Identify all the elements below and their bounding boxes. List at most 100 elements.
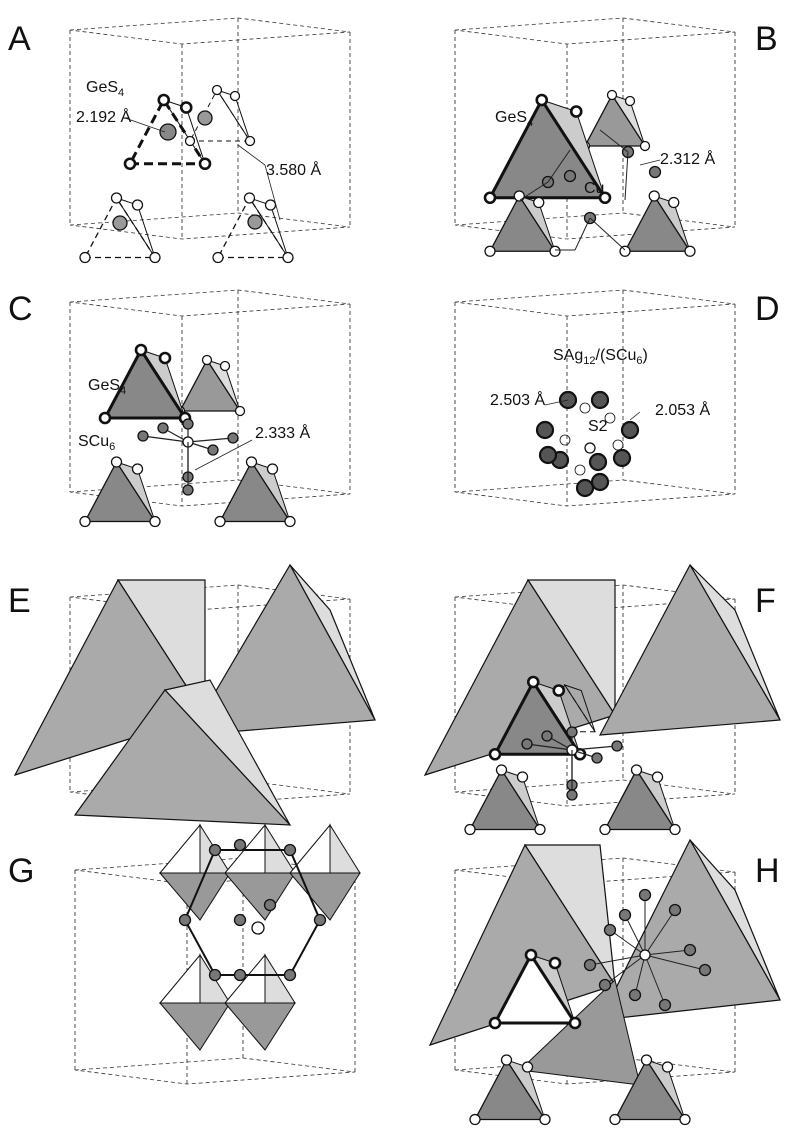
atom <box>502 1055 512 1065</box>
bond <box>195 440 252 470</box>
label: 2.053 Å <box>655 400 710 419</box>
atom <box>620 910 631 921</box>
panel-letter: H <box>755 852 780 890</box>
atom <box>630 990 641 1001</box>
label: SAg12/(SCu6) <box>553 347 648 367</box>
atom <box>537 422 553 438</box>
bond <box>238 145 265 165</box>
cell-edge <box>455 18 735 44</box>
atom <box>198 111 212 125</box>
label: GeS4 <box>88 377 126 397</box>
atom <box>213 86 222 95</box>
atom <box>159 95 169 105</box>
atom <box>150 517 160 527</box>
figure: A B C D E F G H GeS4 2.192 Å 3.580 Å GeS… <box>0 0 787 1138</box>
panel-letter: D <box>755 290 780 328</box>
atom <box>138 431 148 441</box>
atom <box>285 517 295 527</box>
bond <box>188 438 233 442</box>
atom <box>265 900 276 911</box>
atom <box>125 159 135 169</box>
atom <box>133 464 143 474</box>
bond <box>590 218 625 250</box>
label-text: SAg <box>553 347 583 364</box>
atom <box>605 925 616 936</box>
atom <box>610 1115 620 1125</box>
atom <box>100 413 110 423</box>
label: 2.503 Å <box>490 390 545 409</box>
atom <box>522 739 532 749</box>
atom <box>575 465 585 475</box>
atom <box>641 142 650 151</box>
atom <box>246 137 255 146</box>
atom <box>592 392 608 408</box>
label: S2 <box>588 418 608 435</box>
structure-drawings <box>15 18 780 1125</box>
atom <box>580 403 590 413</box>
atom <box>490 749 500 759</box>
cell-edge <box>70 290 350 316</box>
atom <box>228 433 238 443</box>
atom <box>210 845 221 856</box>
atom <box>670 825 680 835</box>
bond <box>575 218 590 250</box>
atom <box>649 191 659 201</box>
atom <box>660 1000 671 1011</box>
atom <box>640 950 650 960</box>
label-text: GeS <box>495 109 527 126</box>
atom <box>514 191 524 201</box>
label-sub: 4 <box>527 117 533 129</box>
bond <box>630 412 640 420</box>
label-text: GeS <box>86 79 118 96</box>
atom <box>565 171 576 182</box>
label: 2.192 Å <box>76 107 131 126</box>
atom <box>200 159 210 169</box>
atom <box>210 970 221 981</box>
atom <box>113 216 127 230</box>
cell-edge <box>455 290 735 316</box>
atom <box>136 345 146 355</box>
atom <box>235 915 246 926</box>
bond <box>640 160 660 165</box>
atom <box>567 727 577 737</box>
atom <box>285 845 296 856</box>
atom <box>592 474 608 490</box>
atom <box>160 124 176 140</box>
label-sub: 4 <box>120 385 126 397</box>
bond <box>625 152 628 200</box>
atom <box>614 450 630 466</box>
atom <box>592 753 602 763</box>
atom <box>680 1115 690 1125</box>
label-sub: 4 <box>118 87 124 99</box>
atom <box>80 517 90 527</box>
atom <box>180 915 191 926</box>
atom <box>112 193 122 203</box>
atom <box>470 1115 480 1125</box>
atom <box>490 1018 500 1028</box>
label-sub: 12 <box>583 355 595 367</box>
atom <box>585 960 596 971</box>
cell-edge <box>75 1058 355 1084</box>
cell-edge <box>70 213 350 239</box>
atom <box>632 765 642 775</box>
atom <box>315 915 326 926</box>
atom <box>208 445 218 455</box>
atom <box>236 407 245 416</box>
octa-face <box>160 955 200 1003</box>
atom <box>247 457 257 467</box>
atom <box>526 950 536 960</box>
atom <box>685 246 695 256</box>
atom <box>534 198 544 208</box>
panel-letter: G <box>8 852 34 890</box>
atom <box>590 454 606 470</box>
polyhedron-face <box>600 840 780 1020</box>
atom <box>160 353 170 363</box>
atom <box>283 253 293 263</box>
atom <box>685 945 696 956</box>
atom <box>221 362 230 371</box>
atom <box>485 246 495 256</box>
octa-face <box>225 1003 295 1050</box>
atom <box>231 92 240 101</box>
panel-letter: F <box>755 582 776 620</box>
cell-edge <box>70 18 350 44</box>
